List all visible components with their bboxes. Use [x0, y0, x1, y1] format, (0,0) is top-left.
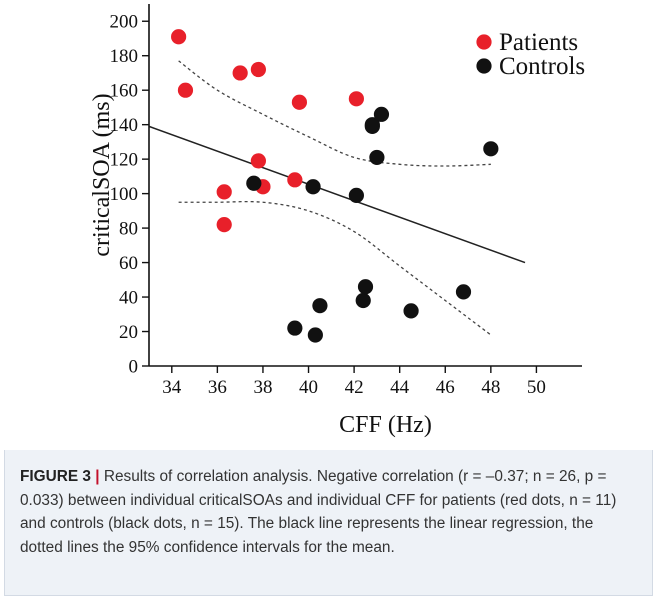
controls-point — [312, 298, 328, 314]
data-points — [171, 29, 499, 343]
axes: 0 20 40 60 80 100 120 140 160 180 200 34 36 38 40 42 44 4… — [110, 4, 582, 398]
confidence-lower-line — [178, 200, 492, 336]
y-tick-label: 80 — [119, 219, 138, 240]
patients-point — [250, 61, 266, 78]
controls-point — [348, 187, 364, 203]
y-tick-label: 60 — [119, 253, 138, 274]
legend-patients-label: Patients — [499, 29, 578, 56]
y-tick-label: 20 — [119, 322, 138, 343]
y-tick-label: 40 — [119, 288, 138, 309]
plot-panel: 0 20 40 60 80 100 120 140 160 180 200 34 36 38 40 42 44 4… — [4, 4, 657, 450]
y-tick-label: 180 — [110, 46, 139, 67]
x-tick-label: 42 — [345, 377, 364, 398]
y-tick-label: 0 — [129, 357, 139, 378]
scatter-chart: 0 20 40 60 80 100 120 140 160 180 200 34 36 38 40 42 44 4… — [89, 4, 585, 438]
patients-point — [291, 94, 308, 110]
x-axis-title: CFF (Hz) — [339, 412, 432, 438]
patients-point — [177, 82, 194, 98]
caption-separator: | — [95, 468, 100, 485]
patients-point — [348, 91, 364, 107]
controls-point — [364, 118, 380, 134]
y-axis-title: criticalSOA (ms) — [89, 93, 115, 256]
y-tick-label: 120 — [110, 150, 139, 171]
controls-point — [357, 279, 374, 295]
caption-text: Results of correlation analysis. Negativ… — [20, 468, 617, 556]
x-tick-label: 40 — [299, 377, 318, 398]
controls-point — [369, 149, 385, 166]
x-tick-label: 36 — [208, 377, 227, 398]
patients-point — [171, 29, 187, 45]
controls-point — [403, 303, 419, 319]
caption-label: FIGURE 3 — [20, 468, 91, 485]
x-tick-label: 44 — [390, 377, 410, 398]
controls-point — [246, 175, 262, 191]
figure-caption: FIGURE 3 | Results of correlation analys… — [20, 465, 640, 559]
patients-point — [216, 217, 232, 233]
controls-point — [483, 141, 499, 157]
controls-point — [307, 327, 323, 343]
legend-controls-label: Controls — [499, 53, 585, 80]
y-tick-label: 100 — [110, 184, 139, 205]
y-tick-label: 140 — [110, 115, 139, 136]
controls-point — [287, 320, 303, 336]
controls-point — [305, 179, 321, 195]
x-tick-label: 34 — [162, 377, 182, 398]
confidence-upper-line — [178, 60, 491, 167]
controls-point — [355, 292, 371, 309]
regression-line — [148, 125, 526, 264]
controls-point — [373, 106, 390, 122]
patients-point — [232, 65, 248, 81]
x-tick-label: 46 — [436, 377, 455, 398]
patients-point — [216, 184, 232, 200]
x-tick-label: 38 — [253, 377, 272, 398]
patients-point — [287, 172, 303, 188]
controls-point — [455, 284, 472, 300]
fit-lines — [148, 60, 526, 336]
patients-point — [250, 153, 266, 169]
x-tick-label: 50 — [527, 377, 546, 398]
y-tick-label: 200 — [110, 12, 139, 33]
x-tick-label: 48 — [481, 377, 500, 398]
y-tick-label: 160 — [110, 81, 139, 102]
legend-patients-marker — [476, 34, 492, 50]
legend-controls-marker — [476, 58, 492, 74]
